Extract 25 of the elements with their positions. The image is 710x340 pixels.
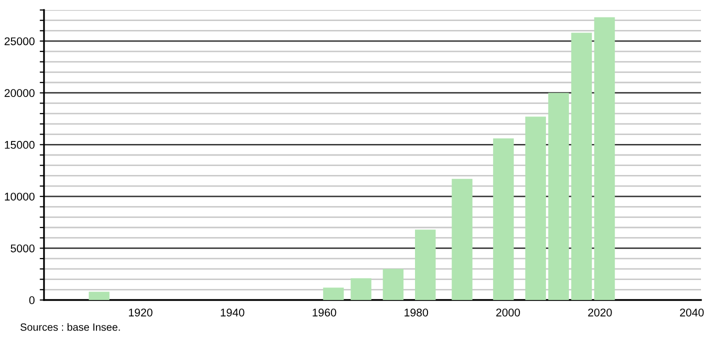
- x-tick-label: 2000: [496, 308, 520, 316]
- bar: [594, 17, 615, 300]
- x-tick-label: 2020: [588, 308, 612, 316]
- bar: [323, 288, 344, 300]
- y-tick-label: 10000: [4, 192, 35, 201]
- bar: [525, 116, 546, 300]
- y-tick-label: 5000: [10, 244, 35, 252]
- x-tick-label: 2040: [680, 308, 704, 316]
- y-tick-label: 25000: [4, 37, 35, 46]
- source-note: Sources : base Insee.: [20, 323, 120, 331]
- bar: [415, 230, 436, 300]
- y-tick-label: 20000: [4, 89, 35, 97]
- bar: [350, 278, 372, 300]
- x-tick-label: 1920: [128, 308, 152, 316]
- x-tick-label: 1960: [312, 308, 336, 316]
- x-tick-label: 1940: [220, 308, 244, 316]
- bar: [452, 178, 472, 300]
- x-tick-label: 1980: [404, 308, 428, 316]
- bar: [548, 92, 569, 300]
- bar: [571, 32, 592, 300]
- y-tick-label: 0: [29, 296, 35, 304]
- bar: [88, 292, 110, 300]
- bar: [493, 138, 514, 300]
- bar: [382, 268, 404, 300]
- y-tick-label: 15000: [4, 140, 35, 149]
